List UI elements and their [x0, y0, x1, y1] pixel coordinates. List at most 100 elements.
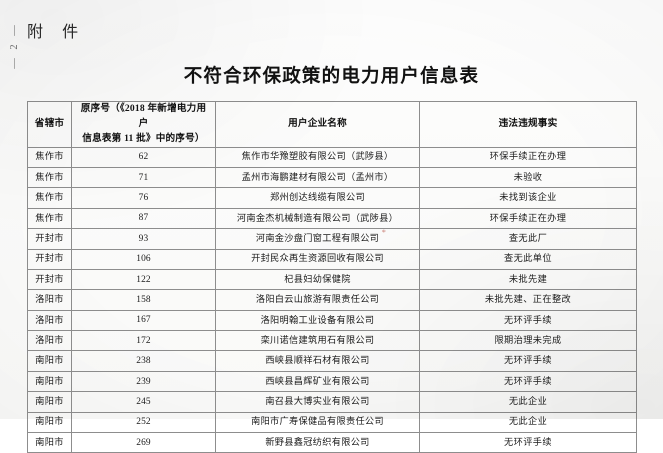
cell-city: 焦作市 [27, 187, 72, 209]
enterprise-name-text: 杞县妇幼保健院 [284, 273, 351, 284]
cell-city: 洛阳市 [27, 330, 72, 352]
cell-original-sequence: 239 [71, 370, 216, 393]
table-row: 南阳市 245 南召县大博实业有限公司 无此企业 [27, 391, 637, 413]
cell-city: 焦作市 [27, 166, 72, 189]
cell-enterprise-name: 西峡县昌辉矿业有限公司 [215, 370, 420, 393]
cell-city: 南阳市 [27, 432, 72, 453]
cell-violation-fact: 未找到该企业 [419, 187, 637, 209]
cell-original-sequence: 252 [71, 411, 216, 434]
enterprise-name-text: 南阳市广寿保健品有限责任公司 [251, 416, 384, 427]
table-row: 焦作市 62 焦作市华豫塑胶有限公司（武陟县） 环保手续正在办理 [27, 146, 637, 168]
cell-city: 南阳市 [27, 411, 72, 434]
table-header: 省辖市 原序号（《2018 年新增电力用户 信息表第 11 批》中的序号） 用户… [27, 101, 637, 148]
cell-enterprise-name: 开封民众再生资源回收有限公司 [215, 248, 420, 270]
cell-city: 开封市 [27, 268, 72, 291]
cell-violation-fact: 无环评手续 [419, 370, 637, 393]
cell-original-sequence: 71 [71, 166, 216, 189]
cell-city: 南阳市 [27, 350, 72, 372]
cell-violation-fact: 查无此单位 [419, 248, 637, 270]
column-header-seq-line1: 原序号（《2018 年新增电力用户 [80, 103, 207, 129]
page-title: 不符合环保政策的电力用户信息表 [183, 66, 480, 87]
cell-violation-fact: 无环评手续 [419, 350, 637, 372]
table-header-row: 省辖市 原序号（《2018 年新增电力用户 信息表第 11 批》中的序号） 用户… [27, 101, 637, 148]
cell-enterprise-name: 洛阳明翰工业设备有限公司 [215, 309, 420, 332]
cell-city: 洛阳市 [27, 289, 72, 311]
cell-original-sequence: 62 [71, 146, 216, 168]
cell-enterprise-name: 郑州创达线缆有限公司 [215, 187, 420, 209]
cell-violation-fact: 未验收 [419, 166, 637, 189]
cell-enterprise-name: 栾川诺信建筑用石有限公司 [215, 330, 420, 352]
proofreading-mark-icon: * [381, 227, 387, 237]
enterprise-name-text: 西峡县顺祥石材有限公司 [265, 355, 370, 366]
column-header-city: 省辖市 [27, 101, 72, 148]
cell-original-sequence: 172 [71, 330, 216, 352]
cell-enterprise-name: 洛阳白云山旅游有限责任公司 [215, 289, 420, 311]
enterprise-name-text: 新野县鑫冠纺织有限公司 [265, 436, 370, 447]
cell-violation-fact: 环保手续正在办理 [419, 146, 637, 168]
cell-violation-fact: 未批先建 [419, 268, 637, 291]
table-row: 焦作市 71 孟州市海鹏建材有限公司（孟州市） 未验收 [27, 166, 637, 189]
cell-city: 开封市 [27, 248, 72, 270]
cell-original-sequence: 93 [71, 228, 216, 250]
cell-violation-fact: 无环评手续 [419, 309, 637, 332]
column-header-enterprise-name: 用户企业名称 [215, 101, 420, 148]
cell-original-sequence: 122 [71, 268, 216, 291]
cell-original-sequence: 238 [71, 350, 216, 372]
cell-enterprise-name: 焦作市华豫塑胶有限公司（武陟县） [215, 146, 420, 168]
table-container: 省辖市 原序号（《2018 年新增电力用户 信息表第 11 批》中的序号） 用户… [27, 101, 637, 453]
cell-original-sequence: 76 [71, 187, 216, 209]
enterprise-name-text: 焦作市华豫塑胶有限公司（武陟县） [241, 151, 394, 162]
column-header-seq-line2: 信息表第 11 批》中的序号） [82, 132, 205, 144]
cell-enterprise-name: 西峡县顺祥石材有限公司 [215, 350, 420, 372]
enterprise-name-text: 洛阳白云山旅游有限责任公司 [255, 294, 380, 305]
column-header-violation-fact: 违法违规事实 [419, 101, 637, 148]
cell-city: 南阳市 [27, 370, 72, 393]
enterprise-name-text: 郑州创达线缆有限公司 [270, 192, 365, 203]
table-row: 南阳市 252 南阳市广寿保健品有限责任公司 无此企业 [27, 411, 637, 434]
enterprise-name-text: 洛阳明翰工业设备有限公司 [260, 314, 375, 325]
cell-original-sequence: 167 [71, 309, 216, 332]
cell-original-sequence: 87 [71, 207, 216, 230]
cell-enterprise-name: 新野县鑫冠纺织有限公司 [215, 432, 420, 453]
table-row: 南阳市 238 西峡县顺祥石材有限公司 无环评手续 [27, 350, 637, 372]
cell-city: 南阳市 [27, 391, 72, 413]
cell-original-sequence: 269 [71, 432, 216, 453]
table-row: 洛阳市 172 栾川诺信建筑用石有限公司 限期治理未完成 [27, 330, 637, 352]
enterprise-name-text: 河南金沙盘门窗工程有限公司 * [255, 227, 387, 243]
enterprise-name-text: 河南金杰机械制造有限公司（武陟县） [236, 212, 399, 223]
cell-enterprise-name: 南阳市广寿保健品有限责任公司 [215, 411, 420, 434]
cell-city: 焦作市 [27, 207, 72, 230]
cell-violation-fact: 无此企业 [419, 411, 637, 434]
power-user-info-table: 省辖市 原序号（《2018 年新增电力用户 信息表第 11 批》中的序号） 用户… [27, 101, 637, 453]
cell-enterprise-name: 河南金沙盘门窗工程有限公司 * [215, 227, 420, 250]
cell-violation-fact: 无此企业 [419, 391, 637, 413]
enterprise-name-text: 栾川诺信建筑用石有限公司 [260, 334, 375, 345]
cell-violation-fact: 未批先建、正在整改 [419, 289, 637, 311]
column-header-original-sequence: 原序号（《2018 年新增电力用户 信息表第 11 批》中的序号） [71, 101, 216, 148]
cell-original-sequence: 158 [71, 289, 216, 311]
table-row: 焦作市 76 郑州创达线缆有限公司 未找到该企业 [27, 187, 637, 209]
enterprise-name-text: 西峡县昌辉矿业有限公司 [265, 375, 370, 386]
cell-city: 洛阳市 [27, 309, 72, 332]
table-row: 南阳市 269 新野县鑫冠纺织有限公司 无环评手续 [27, 432, 637, 453]
table-row: 开封市 93 河南金沙盘门窗工程有限公司 * 查无此厂 [27, 227, 637, 250]
enterprise-name-text: 孟州市海鹏建材有限公司（孟州市） [241, 171, 394, 182]
cell-original-sequence: 106 [71, 248, 216, 270]
cell-city: 开封市 [27, 228, 72, 250]
table-row: 洛阳市 167 洛阳明翰工业设备有限公司 无环评手续 [27, 309, 637, 332]
cell-enterprise-name: 南召县大博实业有限公司 [215, 391, 420, 413]
table-body: 焦作市 62 焦作市华豫塑胶有限公司（武陟县） 环保手续正在办理 焦作市 71 孟州市海鹏建… [27, 146, 637, 453]
table-row: 南阳市 239 西峡县昌辉矿业有限公司 无环评手续 [27, 370, 637, 393]
cell-enterprise-name: 孟州市海鹏建材有限公司（孟州市） [215, 166, 420, 189]
table-row: 开封市 122 杞县妇幼保健院 未批先建 [27, 268, 637, 291]
cell-violation-fact: 无环评手续 [419, 432, 637, 453]
cell-city: 焦作市 [27, 146, 72, 168]
enterprise-name-text: 开封民众再生资源回收有限公司 [251, 253, 384, 264]
table-row: 洛阳市 158 洛阳白云山旅游有限责任公司 未批先建、正在整改 [27, 289, 637, 311]
cell-enterprise-name: 河南金杰机械制造有限公司（武陟县） [215, 207, 420, 230]
cell-violation-fact: 环保手续正在办理 [419, 207, 637, 230]
cell-enterprise-name: 杞县妇幼保健院 [215, 268, 420, 291]
cell-violation-fact: 查无此厂 [419, 228, 637, 250]
enterprise-name-text: 南召县大博实业有限公司 [265, 396, 370, 407]
